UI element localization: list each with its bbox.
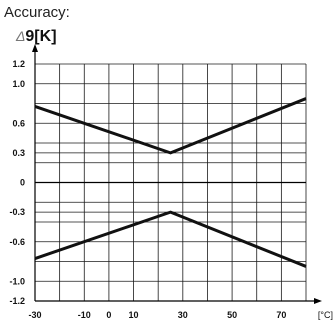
y-tick-label: 0.6	[12, 118, 25, 128]
x-tick-label: 0	[106, 310, 111, 320]
x-tick-label: 70	[276, 310, 286, 320]
y-tick-label: 0	[20, 178, 25, 188]
y-tick-label: 0.3	[12, 148, 25, 158]
chart-title: Accuracy:	[4, 4, 70, 21]
delta-symbol: Δ	[16, 28, 26, 44]
axes	[32, 44, 322, 304]
y-axis-label: Δ9[K]	[16, 28, 57, 46]
series-line-1	[34, 97, 307, 155]
tick-labels: 1.2 1.0 0.6 0.3 0 -0.3 -0.6 -1.0 -1.2-30 -10 0 10 30…	[9, 59, 333, 320]
x-tick-label: -10	[78, 310, 91, 320]
x-tick-label: -30	[28, 310, 41, 320]
y-axis-arrow	[32, 44, 38, 52]
y-tick-label: -1.2	[9, 296, 25, 306]
y-axis-unit: 9[K]	[25, 28, 57, 45]
y-tick-label: 1.0	[12, 79, 25, 89]
x-axis-unit: [°C]	[318, 310, 333, 320]
y-tick-label: -0.3	[9, 207, 25, 217]
x-tick-label: 30	[178, 310, 188, 320]
series-lines	[34, 97, 307, 268]
x-axis-arrow	[314, 298, 322, 304]
y-tick-label: -0.6	[9, 237, 25, 247]
x-tick-label: 10	[129, 310, 139, 320]
x-tick-label: 50	[227, 310, 237, 320]
y-tick-label: 1.2	[12, 59, 25, 69]
series-line-2	[34, 210, 307, 268]
y-tick-label: -1.0	[9, 276, 25, 286]
